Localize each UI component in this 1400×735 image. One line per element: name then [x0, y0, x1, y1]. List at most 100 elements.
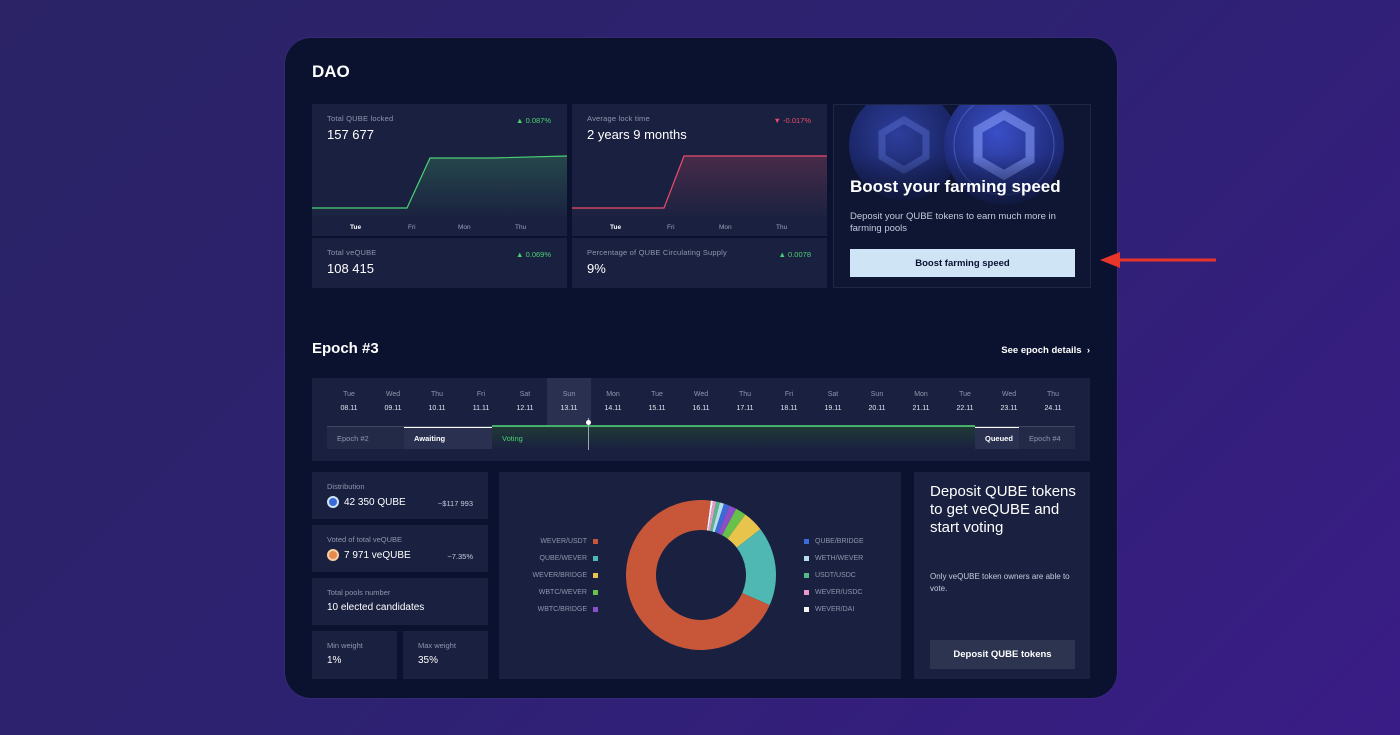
- voted-card: Voted of total veQUBE 7 971 veQUBE ~7.35…: [312, 525, 488, 572]
- timeline-day: Tue 15.11: [635, 391, 679, 412]
- phase-awaiting: Awaiting: [404, 427, 492, 449]
- axis-day: Tue: [610, 224, 622, 231]
- donut-slice-qube-wever: [736, 529, 776, 606]
- phase-epoch-4: Epoch #4: [1019, 427, 1075, 449]
- stat-value: 157 677: [327, 127, 374, 142]
- legend-item: WETH/WEVER: [804, 555, 863, 562]
- veqube-coin-icon: [327, 549, 339, 561]
- stat-delta: ▲ 0.087%: [516, 116, 551, 125]
- stat-card-total-qube-locked: Total QUBE locked 157 677 ▲ 0.087% Tue F…: [312, 104, 567, 236]
- day-name: Thu: [1046, 391, 1060, 398]
- epoch-title: Epoch #3: [312, 340, 379, 357]
- legend-item: WBTC/BRIDGE: [538, 606, 598, 613]
- day-name: Sat: [519, 391, 531, 398]
- donut-slice-wever-bridge: [727, 514, 761, 548]
- annotation-arrow-icon: [1100, 252, 1216, 268]
- stat-label: Average lock time: [587, 114, 650, 123]
- promo-title: Boost your farming speed: [850, 177, 1061, 196]
- donut-slice-qube-bridge: [714, 503, 730, 534]
- timeline-day: Thu 17.11: [723, 391, 767, 412]
- boost-promo-card: Boost your farming speed Deposit your QU…: [833, 104, 1091, 288]
- day-name: Thu: [430, 391, 444, 398]
- info-label: Voted of total veQUBE: [327, 535, 403, 544]
- timeline-day: Wed 23.11: [987, 391, 1031, 412]
- day-name: Wed: [1001, 391, 1017, 398]
- promo-text: Deposit your QUBE tokens to earn much mo…: [850, 211, 1056, 234]
- distribution-donut-card: WEVER/USDT QUBE/WEVER WEVER/BRIDGE WBTC/…: [499, 472, 901, 679]
- day-name: Sun: [562, 391, 576, 398]
- day-date: 16.11: [692, 405, 710, 412]
- day-name: Tue: [651, 391, 663, 398]
- axis-day: Tue: [350, 224, 362, 231]
- trend-up-icon: ▲: [516, 116, 524, 125]
- voted-percent: ~7.35%: [447, 552, 473, 561]
- stat-label: Percentage of QUBE Circulating Supply: [587, 248, 727, 257]
- axis-day: Thu: [515, 224, 527, 231]
- stat-card-circulating-supply: Percentage of QUBE Circulating Supply 9%…: [572, 238, 827, 288]
- info-label: Total pools number: [327, 588, 391, 597]
- day-date: 17.11: [736, 405, 754, 412]
- phase-voting: Voting: [492, 427, 975, 449]
- chevron-right-icon: ›: [1086, 345, 1090, 356]
- axis-day: Fri: [667, 224, 675, 231]
- trend-up-icon: ▲: [516, 250, 524, 259]
- day-name: Wed: [693, 391, 709, 398]
- day-date: 20.11: [868, 405, 886, 412]
- coins-illustration: [834, 105, 1090, 215]
- pools-card: Total pools number 10 elected candidates: [312, 578, 488, 625]
- day-date: 23.11: [1000, 405, 1018, 412]
- legend-item: WEVER/USDC: [804, 589, 862, 596]
- day-date: 11.11: [472, 405, 490, 412]
- stat-label: Total veQUBE: [327, 248, 377, 257]
- timeline-day: Thu 24.11: [1031, 391, 1075, 412]
- stat-card-total-veqube: Total veQUBE 108 415 ▲ 0.069%: [312, 238, 567, 288]
- info-value: 35%: [418, 655, 439, 666]
- voting-progress-line: [492, 425, 975, 427]
- stat-value: 9%: [587, 261, 606, 276]
- day-name: Thu: [738, 391, 752, 398]
- day-date: 19.11: [824, 405, 842, 412]
- day-date: 13.11: [560, 405, 578, 412]
- donut-slice-wbtc-wever: [722, 508, 746, 539]
- day-date: 15.11: [648, 405, 666, 412]
- timeline-day: Fri 11.11: [459, 391, 503, 412]
- donut-slice-wever-dai: [706, 500, 714, 531]
- info-label: Min weight: [327, 641, 363, 650]
- boost-farming-button[interactable]: Boost farming speed: [850, 249, 1075, 277]
- timeline-day: Thu 10.11: [415, 391, 459, 412]
- info-value: 42 350 QUBE: [327, 496, 406, 508]
- min-weight-card: Min weight 1%: [312, 631, 397, 679]
- info-value: 7 971 veQUBE: [327, 549, 411, 561]
- day-name: Mon: [606, 391, 620, 398]
- distribution-card: Distribution 42 350 QUBE ~$117 993: [312, 472, 488, 519]
- day-date: 08.11: [340, 405, 358, 412]
- trend-down-icon: ▼: [773, 116, 781, 125]
- axis-day: Mon: [458, 224, 471, 231]
- donut-slice-weth-wever: [712, 502, 725, 533]
- donut-slice-usdt-usdc: [710, 501, 720, 532]
- day-date: 24.11: [1044, 405, 1062, 412]
- deposit-qube-button[interactable]: Deposit QUBE tokens: [930, 640, 1075, 669]
- dao-window: DAO Total QUBE locked 157 677 ▲ 0.087% T…: [285, 38, 1117, 698]
- current-time-marker: [588, 418, 589, 450]
- page-title: DAO: [312, 62, 350, 81]
- timeline-day: Sat 19.11: [811, 391, 855, 412]
- legend-item: WBTC/WEVER: [539, 589, 598, 596]
- day-name: Wed: [385, 391, 401, 398]
- info-value: 10 elected candidates: [327, 602, 425, 613]
- day-name: Fri: [476, 391, 486, 398]
- day-date: 14.11: [604, 405, 622, 412]
- stat-delta: ▲ 0.069%: [516, 250, 551, 259]
- timeline-day: Sun 20.11: [855, 391, 899, 412]
- axis-day: Thu: [776, 224, 788, 231]
- day-name: Sat: [827, 391, 839, 398]
- deposit-title: Deposit QUBE tokens to get veQUBE and st…: [930, 483, 1076, 536]
- phase-epoch-2: Epoch #2: [327, 427, 404, 449]
- current-time-dot: [586, 420, 591, 425]
- day-date: 21.11: [912, 405, 930, 412]
- timeline-day: Sun 13.11: [547, 391, 591, 412]
- timeline-day: Sat 12.11: [503, 391, 547, 412]
- see-epoch-details-link[interactable]: See epoch details ›: [1001, 345, 1090, 356]
- donut-slice-wbtc-bridge: [718, 505, 737, 536]
- legend-item: WEVER/USDT: [540, 538, 598, 545]
